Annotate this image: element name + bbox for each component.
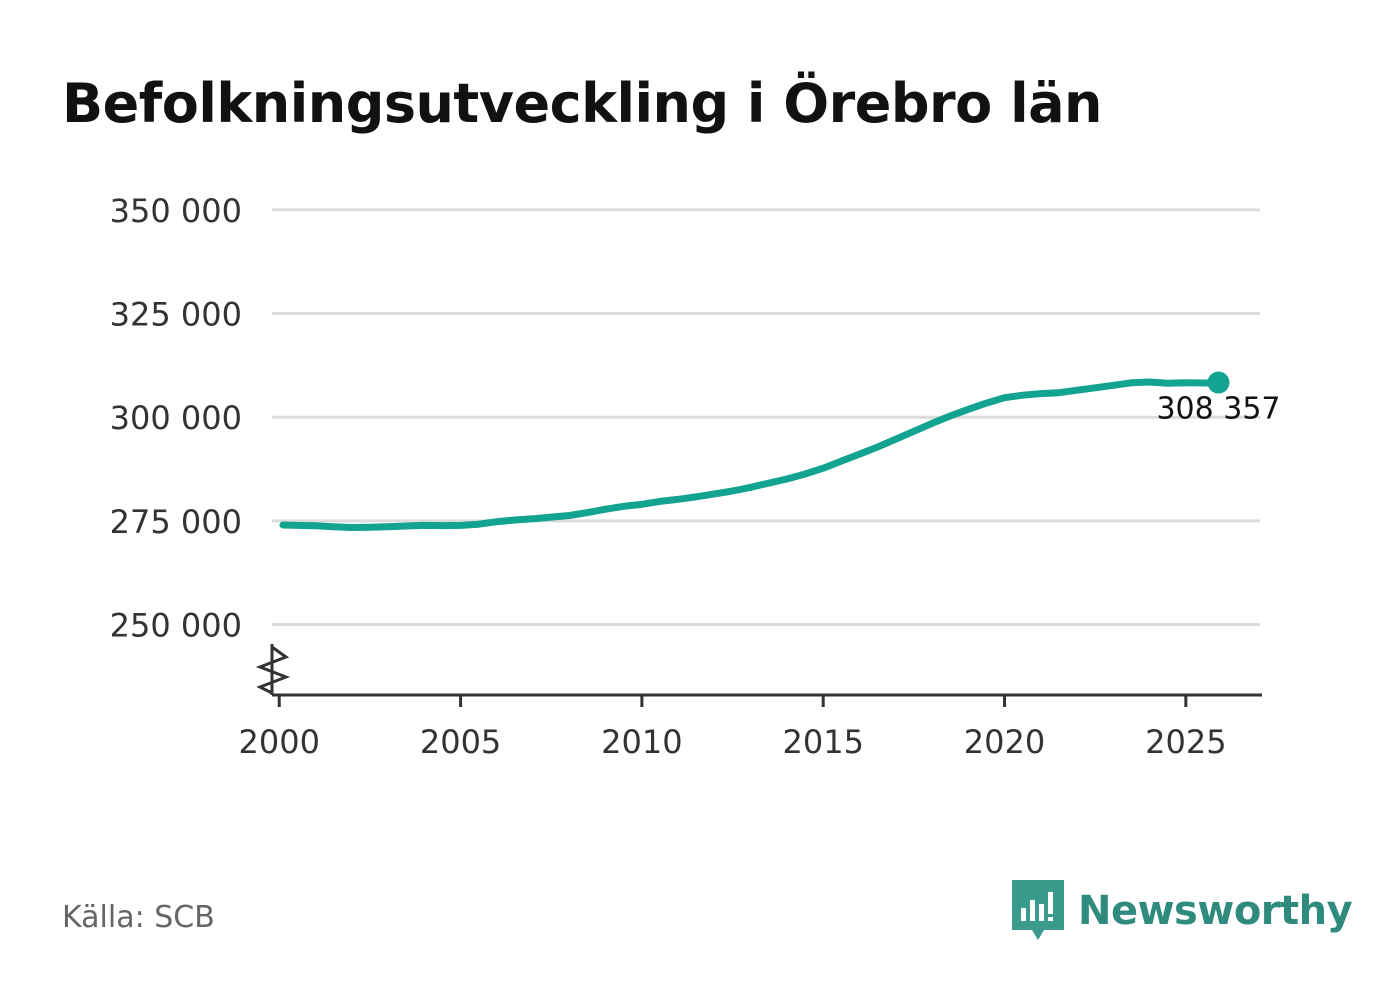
brand-logo[interactable]: Newsworthy bbox=[1012, 880, 1353, 942]
x-tick-label: 2025 bbox=[1145, 723, 1226, 761]
x-axis-ticks: 2000 2005 2010 2015 2020 2025 bbox=[239, 695, 1227, 761]
x-tick-label: 2000 bbox=[239, 723, 320, 761]
y-tick-label: 350 000 bbox=[110, 192, 242, 230]
source-note: Källa: SCB bbox=[62, 900, 215, 935]
y-tick-label: 325 000 bbox=[110, 296, 242, 334]
axis-break-icon bbox=[255, 645, 291, 695]
grid-lines bbox=[272, 208, 1260, 627]
y-tick-label: 300 000 bbox=[110, 399, 242, 437]
series-layer bbox=[279, 371, 1230, 531]
x-tick-label: 2015 bbox=[782, 723, 863, 761]
x-tick-label: 2020 bbox=[964, 723, 1045, 761]
x-tick-label: 2005 bbox=[420, 723, 501, 761]
end-value-label: 308 357 bbox=[1156, 392, 1280, 427]
chart-title: Befolkningsutveckling i Örebro län bbox=[62, 72, 1102, 135]
x-tick-label: 2010 bbox=[601, 723, 682, 761]
y-tick-label: 275 000 bbox=[110, 503, 242, 541]
brand-name: Newsworthy bbox=[1078, 888, 1353, 934]
end-point-marker[interactable] bbox=[1207, 371, 1230, 394]
bar-chart-badge-icon bbox=[1012, 880, 1064, 940]
y-axis-ticks: 250 000 275 000 300 000 325 000 350 000 bbox=[110, 192, 242, 645]
y-tick-label: 250 000 bbox=[110, 607, 242, 645]
series-line-befolkning bbox=[279, 378, 1222, 531]
axes bbox=[255, 644, 1262, 697]
